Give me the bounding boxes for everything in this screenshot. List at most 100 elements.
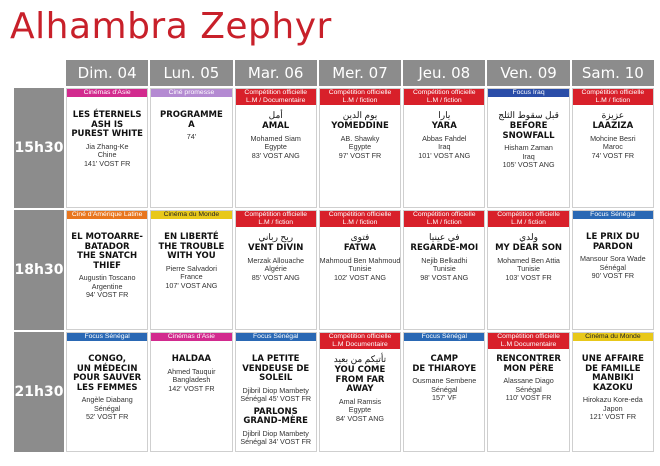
film-info: Alassane Diago Sénégal 110' VOST FR	[503, 376, 554, 403]
screening-cell[interactable]: Ciné d'Amérique Latine EL MOTOARRE- BATADO…	[66, 210, 149, 330]
film-info-line: 52' VOST FR	[85, 412, 129, 422]
film-info-line: Sénégal 45' VOST FR	[240, 394, 312, 404]
screening-cell[interactable]: Cinéma du Monde EN LIBERTÉ THE TROUBLE WITH…	[150, 210, 233, 330]
film-entry: PARLONS GRAND-MÈRE Djibril Diop Mambety Sén…	[236, 407, 316, 447]
film-info-line: Merzak Allouache	[247, 255, 305, 265]
section-band: Compétition officielle	[488, 211, 569, 219]
film-entry: EN LIBERTÉ THE TROUBLE WITH YOU Pierre Salv…	[151, 232, 231, 290]
screening-cell[interactable]: Compétition officielle L.M / fiction ريح ر…	[234, 210, 317, 330]
film-info-line: Bangladesh	[172, 375, 211, 385]
film-title-arabic: يارا	[438, 110, 451, 120]
screening-cell[interactable]: Focus Iraq قبل سقوط الثلج BEFORE SNOWFALL Hi…	[487, 88, 570, 208]
film-info: Jia Zhang-Ke Chine 141' VOST FR	[84, 142, 130, 169]
day-header: Sam. 10	[571, 60, 654, 86]
film-info: AB. Shawky Egypte 97' VOST FR	[339, 134, 381, 161]
page-title: Alhambra Zephyr	[10, 6, 332, 47]
film-info-line: 105' VOST ANG	[502, 160, 555, 170]
film-info-line: 142' VOST FR	[168, 383, 215, 393]
time-slot-label: 21h30	[14, 332, 64, 452]
film-info-line: 102' VOST ANG	[334, 272, 386, 282]
screening-cell[interactable]: Focus Sénégal LE PRIX DU PARDON Mansour Sor…	[571, 210, 654, 330]
film-info-line: Sénégal	[599, 262, 627, 272]
film-info-line: 74'	[186, 132, 197, 141]
section-band: Cinéma du Monde	[572, 333, 653, 341]
band-spacer	[404, 341, 485, 349]
film-info-line: 110' VOST FR	[505, 393, 552, 403]
screening-cell[interactable]: Compétition officielle L.M / Documentaire…	[234, 88, 317, 208]
section-band: L.M Documentaire	[488, 341, 569, 349]
film-info-line: Mahmoud Ben Mahmoud	[319, 255, 401, 265]
screening-cell[interactable]: Compétition officielle L.M Documentaire تأ…	[318, 332, 402, 452]
film-info-line: Egypte	[348, 405, 372, 415]
film-info-line: Alassane Diago	[503, 376, 554, 385]
screening-cell[interactable]: Cinémas d'Asie LES ÉTERNELS ASH IS PUREST W…	[66, 88, 149, 208]
film-title: LES ÉTERNELS ASH IS PUREST WHITE	[71, 110, 143, 139]
film-info-line: Angèle Diabang	[81, 395, 133, 404]
film-title-arabic: تأتيكم من بعيد	[333, 354, 387, 364]
film-title-arabic: ولدي	[519, 232, 538, 242]
day-header: Mer. 07	[318, 60, 402, 86]
section-band: L.M / fiction	[404, 97, 485, 105]
film-info-line: Djibril Diop Mambety	[242, 385, 309, 395]
film-entry: LA PETITE VENDEUSE DE SOLEIL Djibril Diop …	[236, 354, 316, 404]
film-info-line: Mohamed Siam	[250, 133, 301, 143]
band-spacer	[235, 341, 316, 349]
film-entry: فتوى FATWA Mahmoud Ben Mahmoud Tunisie 102' …	[320, 232, 400, 282]
screening-cell[interactable]: Cinémas d'Asie HALDAA Ahmed Tauquir Banglad…	[150, 332, 233, 452]
film-info-line: Argentine	[91, 281, 123, 291]
screening-cell[interactable]: Compétition officielle L.M / fiction يارا Y…	[403, 88, 486, 208]
film-info-line: Iraq	[438, 142, 451, 152]
film-entry: CONGO, UN MÉDECIN POUR SAUVER LES FEMMES Ang…	[67, 354, 147, 422]
day-header: Ven. 09	[487, 60, 570, 86]
band-spacer	[67, 219, 148, 227]
film-info-line: Mansour Sora Wade	[580, 254, 646, 263]
film-info: Djibril Diop Mambety Sénégal 45' VOST FR	[240, 385, 312, 404]
film-info: Djibril Diop Mambety Sénégal 34' VOST FR	[240, 429, 312, 447]
film-entry: في عينيا REGARDE-MOI Nejib Belkadhi Tunisie…	[404, 232, 484, 282]
film-info-line: Mohamed Ben Attia	[497, 255, 560, 265]
section-band: Compétition officielle	[319, 211, 401, 219]
section-band: Cinémas d'Asie	[151, 333, 232, 341]
screening-cell[interactable]: Compétition officielle L.M / fiction في عي…	[403, 210, 486, 330]
film-title: PROGRAMME A	[160, 110, 223, 130]
film-entry: HALDAA Ahmed Tauquir Bangladesh 142' VOST F…	[151, 354, 231, 393]
section-band: Ciné promesse	[151, 89, 232, 97]
film-info-line: 85' VOST ANG	[251, 272, 300, 282]
day-header: Dim. 04	[66, 60, 149, 86]
film-title-arabic: فتوى	[350, 232, 370, 242]
band-spacer	[67, 341, 148, 349]
film-title-arabic: في عينيا	[428, 232, 460, 242]
section-band: Focus Sénégal	[572, 211, 653, 219]
film-info-line: Egypte	[264, 142, 287, 152]
film-title: EL MOTOARRE- BATADOR THE SNATCH THIEF	[71, 232, 143, 271]
screening-cell[interactable]: Compétition officielle L.M / fiction ولدي M…	[487, 210, 570, 330]
film-info-line: Tunisie	[348, 264, 372, 274]
schedule-grid: Dim. 04 Lun. 05 Mar. 06 Mer. 07 Jeu. 08 Ven. …	[14, 60, 654, 452]
screening-cell[interactable]: Compétition officielle L.M / fiction يوم ا…	[318, 88, 402, 208]
film-info-line: Augustin Toscano	[78, 273, 136, 282]
screening-cell[interactable]: Focus Sénégal LA PETITE VENDEUSE DE SOLEIL…	[234, 332, 317, 452]
film-info-line: Egypte	[348, 142, 372, 152]
screening-cell[interactable]: Cinéma du Monde UNE AFFAIRE DE FAMILLE MANB…	[571, 332, 654, 452]
film-title-arabic: أمل	[268, 110, 283, 120]
film-info: 74'	[186, 132, 197, 142]
screening-cell[interactable]: Compétition officielle L.M / fiction عزيزة…	[571, 88, 654, 208]
film-entry: يوم الدين YOMEDDINE AB. Shawky Egypte 97' VO…	[320, 110, 400, 160]
film-entry: RENCONTRER MON PÈRE Alassane Diago Sénégal 1…	[488, 354, 568, 403]
section-band: L.M / fiction	[319, 97, 401, 105]
film-info: Abbas Fahdel Iraq 101' VOST ANG	[418, 134, 470, 161]
screening-cell[interactable]: Compétition officielle L.M Documentaire RE…	[487, 332, 570, 452]
film-info: Ousmane Sembene Sénégal 157' VF	[412, 376, 476, 403]
section-band: Cinémas d'Asie	[67, 89, 148, 97]
film-info-line: Ahmed Tauquir	[167, 366, 216, 376]
film-info-line: 83' VOST ANG	[251, 150, 300, 160]
film-info: Mohamed Ben Attia Tunisie 103' VOST FR	[497, 255, 560, 283]
film-entry: UNE AFFAIRE DE FAMILLE MANBIKI KAZOKU Hiroka…	[573, 354, 653, 422]
screening-cell[interactable]: Focus Sénégal CAMP DE THIAROYE Ousmane Semb…	[403, 332, 486, 452]
screening-cell[interactable]: Compétition officielle L.M / fiction فتوى F…	[318, 210, 402, 330]
screening-cell[interactable]: Focus Sénégal CONGO, UN MÉDECIN POUR SAUVER…	[66, 332, 149, 452]
film-info-line: 84' VOST ANG	[336, 413, 384, 423]
film-info: Pierre Salvadori France 107' VOST ANG	[165, 264, 217, 291]
film-info-line: Sénégal 34' VOST FR	[240, 437, 312, 447]
screening-cell[interactable]: Ciné promesse PROGRAMME A 74'	[150, 88, 233, 208]
